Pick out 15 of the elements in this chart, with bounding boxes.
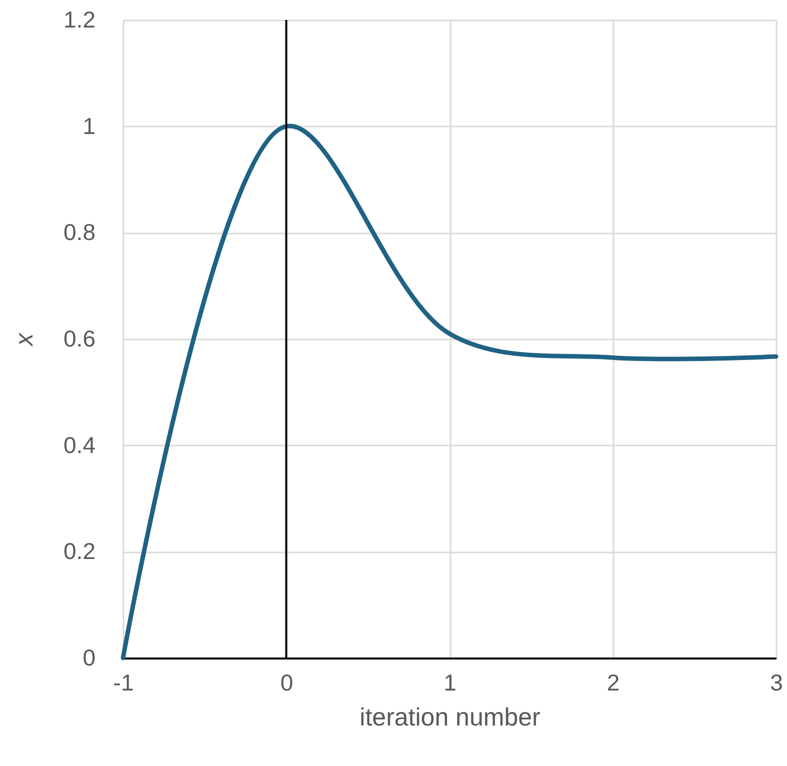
- x-tick-label: -1: [113, 670, 134, 696]
- y-tick-label: 1.2: [64, 6, 96, 32]
- y-tick-label: 0: [82, 644, 96, 670]
- y-axis-title: x: [10, 332, 39, 347]
- x-tick-label: 3: [770, 670, 783, 696]
- y-tick-label: 0.8: [64, 219, 96, 246]
- y-tick-label: 0.6: [64, 326, 96, 352]
- x-axis-title: iteration number: [360, 704, 540, 732]
- y-tick-label: 1: [82, 112, 96, 139]
- y-tick-label: 0.4: [64, 432, 96, 458]
- line-series: [120, 124, 778, 660]
- y-tick-label: 0.2: [64, 538, 96, 564]
- x-tick-label: 0: [280, 670, 294, 696]
- x-tick-label: 1: [444, 670, 456, 696]
- x-tick-label: 2: [606, 670, 620, 696]
